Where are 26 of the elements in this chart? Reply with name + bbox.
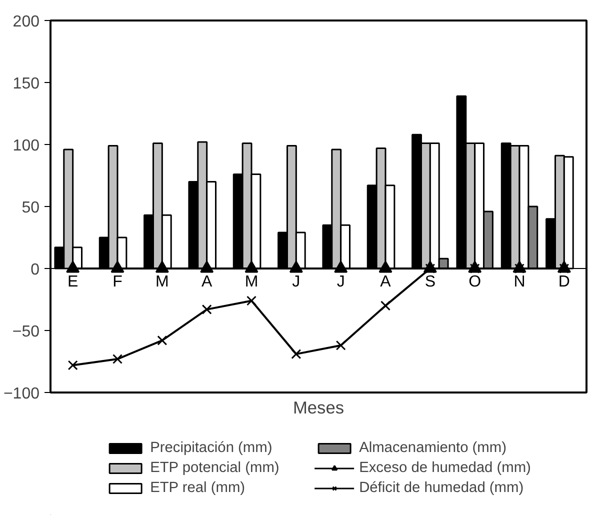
legend-label: ETP real (mm) [150,480,246,496]
x-tick-label: N [514,274,526,290]
y-tick-label: 150 [12,76,40,92]
x-tick-label: F [112,274,123,290]
x-tick-label: M [244,274,258,290]
x-tick-label: D [558,274,570,290]
x-tick-label: S [424,274,436,290]
legend-label: Déficit de humedad (mm) [359,480,524,496]
legend-label: Exceso de humedad (mm) [359,460,531,476]
y-tick-label: −50 [12,324,40,340]
x-tick-label: E [67,274,78,290]
x-tick-label: J [336,274,345,290]
x-tick-label: M [156,274,169,290]
y-tick-label: 0 [30,262,40,278]
x-tick-label: A [380,274,392,290]
x-tick-label: A [201,274,212,290]
x-axis-title: Meses [292,398,344,418]
x-tick-label: O [468,274,482,290]
legend-label: ETP potencial (mm) [150,460,280,476]
y-tick-label: 100 [12,138,40,154]
legend-label: Precipitación (mm) [150,440,274,456]
y-tick-label: 50 [22,200,40,216]
y-tick-label: −100 [3,386,40,402]
legend-label: Almacenamiento (mm) [359,440,508,456]
x-tick-label: J [292,274,300,290]
y-tick-label: 200 [12,14,40,30]
